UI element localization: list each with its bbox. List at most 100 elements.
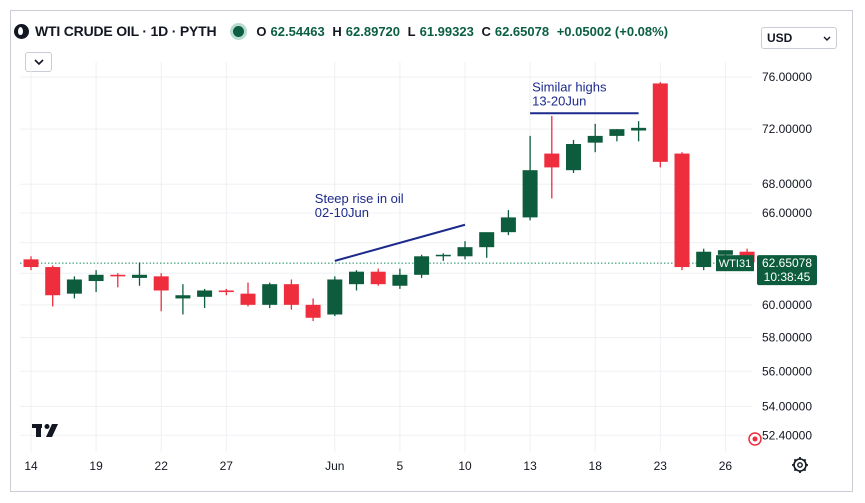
candle-up: [609, 129, 625, 142]
candle-up: [132, 262, 147, 286]
candle-body: [132, 274, 147, 278]
ohlc-change: +0.05002 (+0.08%): [556, 23, 669, 39]
candle-up: [197, 288, 213, 309]
annotation-text: 13-20Jun: [532, 93, 586, 108]
price-tag-value: 62.65078: [762, 256, 812, 270]
candle-down: [544, 115, 560, 199]
price-axis: 76.00000 72.00000 68.00000 66.00000 60.00000…: [762, 70, 812, 442]
candle-body: [717, 250, 733, 255]
candle-body: [587, 135, 603, 143]
candle-down: [652, 82, 668, 168]
price-tag: [757, 255, 817, 286]
candle-down: [283, 279, 299, 310]
y-tick-label: 60.00000: [762, 298, 812, 312]
symbol-title[interactable]: WTI CRUDE OIL · 1D · PYTH: [35, 23, 217, 39]
x-tick-label: 10: [458, 459, 472, 473]
symbol-logo-icon[interactable]: [14, 23, 29, 39]
candle-down: [674, 152, 690, 271]
y-tick-label: 72.00000: [762, 122, 812, 136]
x-tick-label: 26: [719, 459, 733, 473]
y-tick-label: 52.40000: [762, 428, 812, 442]
candles: [23, 82, 755, 322]
candle-up: [566, 139, 581, 173]
candle-body: [414, 256, 430, 275]
ohlc-close: C 62.65078: [481, 23, 550, 39]
x-tick-label: 5: [397, 459, 404, 473]
tradingview-logo-icon: [32, 424, 58, 437]
symbol-tag-label: WTI31: [719, 258, 751, 270]
candle-up: [262, 282, 278, 309]
candle-body: [153, 276, 169, 291]
y-tick-label: 54.00000: [762, 399, 812, 413]
x-tick-label: 18: [589, 459, 603, 473]
candle-down: [240, 282, 256, 307]
x-tick-label: Jun: [325, 459, 344, 473]
candle-up: [327, 276, 343, 317]
candle-up: [500, 210, 516, 236]
x-tick-label: 27: [220, 459, 234, 473]
annotation-text: 02-10Jun: [315, 205, 369, 220]
candle-up: [435, 253, 451, 261]
y-tick-label: 58.00000: [762, 330, 812, 344]
candle-body: [609, 129, 625, 136]
candle-body: [327, 279, 343, 315]
candle-down: [45, 265, 61, 307]
candle-body: [175, 295, 191, 299]
chart-frame: [10, 10, 853, 492]
candle-body: [283, 284, 299, 305]
candle-body: [500, 217, 516, 233]
market-status-icon: [230, 22, 248, 40]
ohlc-values: O 62.54463 H 62.89720 L 61.99323 C 62.65078 …: [256, 24, 672, 39]
currency-value: USD: [767, 31, 793, 45]
candle-body: [522, 170, 538, 218]
candle-up: [696, 248, 712, 271]
candle-body: [370, 271, 386, 285]
candle-down: [110, 273, 126, 288]
annotation-line: [334, 223, 466, 262]
candle-body: [110, 274, 126, 277]
candle-up: [349, 270, 364, 291]
candle-body: [435, 254, 451, 257]
symbol-tag: [716, 255, 754, 272]
symbol-header: WTI CRUDE OIL · 1D · PYTH O 62.54463 H 62.…: [14, 20, 672, 42]
candle-body: [240, 293, 256, 305]
candle-body: [218, 290, 234, 293]
candle-up: [457, 241, 473, 260]
candle-body: [674, 153, 690, 268]
candle-body: [23, 259, 39, 268]
ohlc-open: O 62.54463: [256, 23, 325, 39]
chevron-down-icon: [823, 36, 831, 41]
y-tick-label: 66.00000: [762, 206, 812, 220]
candle-up: [522, 135, 538, 221]
candle-up: [414, 254, 430, 278]
candle-down: [370, 268, 386, 286]
gear-icon[interactable]: [792, 457, 808, 473]
chevron-down-icon: [33, 59, 44, 65]
candle-body: [566, 144, 581, 171]
collapse-legend-button[interactable]: [25, 52, 52, 72]
ohlc-high: H 62.89720: [332, 23, 401, 39]
currency-select[interactable]: USD: [761, 27, 837, 49]
price-tag-countdown: 10:38:45: [764, 270, 811, 284]
candle-body: [392, 274, 408, 286]
y-tick-label: 56.00000: [762, 364, 812, 378]
candle-up: [88, 270, 104, 293]
candle-body: [652, 83, 668, 162]
candle-body: [696, 251, 712, 268]
y-tick-label: 76.00000: [762, 70, 812, 84]
candle-up: [631, 121, 647, 142]
candle-down: [23, 256, 39, 271]
candle-down: [153, 273, 169, 312]
annotation-text: Similar highs: [532, 79, 607, 94]
x-tick-label: 14: [24, 459, 38, 473]
candle-body: [544, 153, 560, 168]
x-tick-label: 19: [89, 459, 103, 473]
candle-body: [479, 232, 495, 248]
candle-down: [305, 298, 321, 322]
candle-body: [197, 290, 213, 297]
candle-up: [66, 276, 82, 299]
candle-body: [66, 279, 82, 294]
